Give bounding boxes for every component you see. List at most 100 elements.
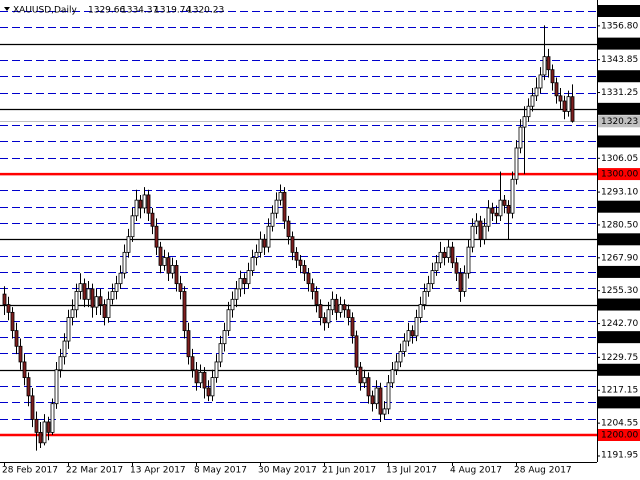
candle-body: [470, 225, 475, 248]
y-tick-box: [598, 363, 640, 376]
current-price-box: [598, 115, 640, 128]
candle-body: [134, 199, 139, 217]
candle-body: [318, 304, 323, 318]
y-tick-box: [598, 428, 640, 441]
candle-body: [58, 356, 63, 371]
x-tick-label: 4 Aug 2017: [450, 466, 502, 476]
candle-body: [478, 220, 483, 240]
candle-body: [534, 87, 539, 97]
level-lines: [0, 11, 597, 437]
y-tick-label: 1306.05: [601, 154, 638, 164]
y-tick-box: [598, 70, 640, 83]
candle-body: [518, 126, 523, 149]
y-tick-label: 1287.50: [601, 202, 638, 212]
candle-body: [514, 147, 519, 180]
candle-body: [94, 296, 99, 308]
y-tick-label: 1200.00: [601, 430, 638, 440]
candle-body: [290, 236, 295, 253]
menu-icon[interactable]: [4, 7, 10, 11]
candle-body: [566, 96, 571, 112]
candle-body: [426, 283, 431, 292]
candle-body: [302, 264, 307, 274]
candle-body: [190, 356, 195, 371]
candle-body: [54, 369, 59, 405]
candle-body: [494, 212, 499, 217]
candles: [2, 25, 575, 451]
y-tick-label: 1337.50: [601, 72, 638, 82]
time-axis: 28 Feb 2017 22 Mar 2017 13 Apr 2017 8 May 2…: [2, 462, 572, 476]
candle-body: [450, 246, 455, 264]
candle-body: [206, 387, 211, 397]
y-tick-box: [598, 5, 640, 17]
current-price-label: 1320.23: [601, 117, 638, 127]
y-tick-label: 1237.50: [601, 333, 638, 343]
candle-body: [274, 199, 279, 214]
candle-body: [154, 225, 159, 248]
candle-body: [390, 369, 395, 384]
candle-body: [18, 345, 23, 363]
candle-body: [214, 361, 219, 378]
candle-body: [434, 262, 439, 272]
candle-body: [34, 418, 39, 433]
close-value: 1320.23: [187, 6, 224, 16]
candle-body: [222, 330, 227, 345]
y-tick-label: 1204.55: [601, 419, 638, 429]
candle-body: [254, 251, 259, 258]
candle-body: [298, 259, 303, 266]
candle-body: [174, 264, 179, 285]
candle-body: [234, 288, 239, 300]
y-tick-label: 1275.00: [601, 235, 638, 245]
candle-body: [42, 421, 47, 444]
candle-body: [158, 246, 163, 266]
y-tick-label: 1191.95: [601, 451, 638, 461]
y-tick-box: [598, 233, 640, 246]
candle-body: [310, 283, 315, 292]
candle-body: [126, 236, 131, 253]
candle-body: [178, 283, 183, 292]
candle-body: [82, 283, 87, 300]
candle-body: [538, 74, 543, 89]
y-tick-label: 1293.10: [601, 188, 638, 198]
x-tick-label: 28 Feb 2017: [2, 466, 58, 476]
y-tick-label: 1229.75: [601, 353, 638, 363]
y-tick-box: [598, 168, 640, 181]
x-tick-label: 13 Apr 2017: [130, 466, 186, 476]
y-tick-box: [598, 200, 640, 213]
candle-body: [278, 191, 283, 201]
candle-body: [498, 199, 503, 217]
candle-body: [442, 251, 447, 258]
x-tick-label: 13 Jul 2017: [386, 466, 437, 476]
y-tick-label: 1267.90: [601, 253, 638, 263]
candle-body: [146, 194, 151, 214]
candle-body: [26, 377, 31, 397]
candle-body: [430, 270, 435, 285]
candle-body: [14, 330, 19, 347]
candle-body: [330, 298, 335, 311]
candle-body: [314, 291, 319, 305]
candle-body: [474, 220, 479, 227]
y-tick-label: 1356.80: [601, 21, 638, 31]
candle-body: [542, 56, 547, 76]
y-tick-label: 1331.25: [601, 88, 638, 98]
candle-body: [198, 371, 203, 384]
candle-body: [550, 69, 555, 84]
y-tick-label: 1312.50: [601, 137, 638, 147]
candle-body: [166, 257, 171, 274]
candle-body: [66, 317, 71, 342]
candle-body: [338, 304, 343, 313]
candle-body: [362, 377, 367, 384]
candle-body: [242, 278, 247, 285]
candle-body: [562, 100, 567, 112]
candle-body: [106, 298, 111, 318]
candle-body: [398, 351, 403, 363]
y-tick-box: [598, 331, 640, 344]
candle-body: [250, 257, 255, 272]
candle-body: [546, 56, 551, 71]
candle-body: [406, 330, 411, 342]
candle-body: [30, 395, 35, 420]
candle-body: [102, 304, 107, 318]
candle-body: [414, 317, 419, 337]
y-tick-box: [598, 37, 640, 50]
candle-body: [446, 246, 451, 258]
